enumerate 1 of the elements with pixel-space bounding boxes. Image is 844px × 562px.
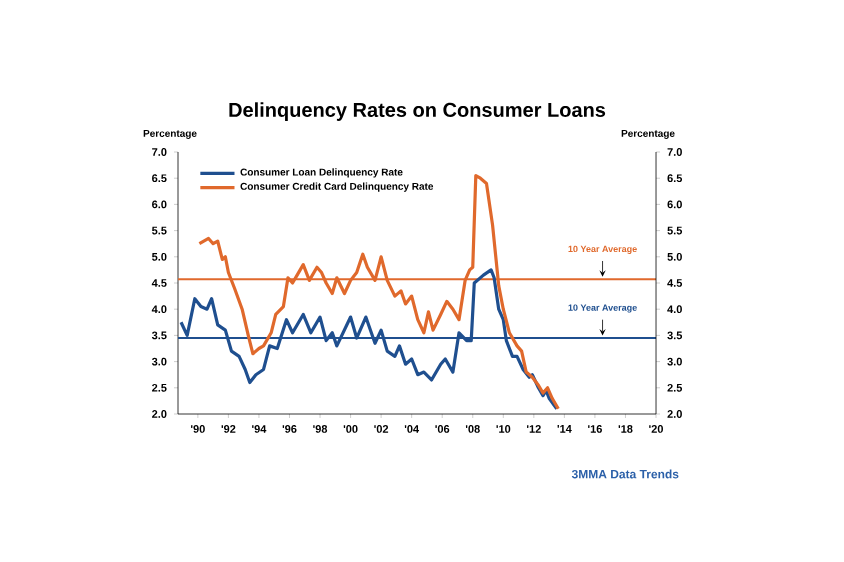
chart-title: Delinquency Rates on Consumer Loans — [229, 102, 606, 121]
